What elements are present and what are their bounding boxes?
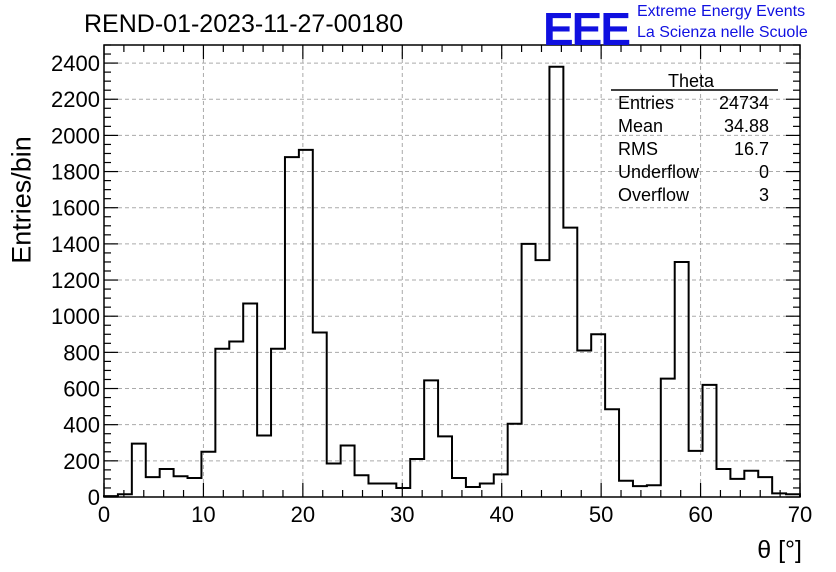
x-axis-label: θ [°] (757, 536, 802, 564)
x-tick-label: 10 (191, 502, 215, 527)
histogram-bin (549, 67, 563, 497)
histogram-bin (271, 349, 285, 497)
histogram-bin (744, 471, 758, 497)
histogram-bin (675, 262, 689, 497)
x-tick-label: 30 (390, 502, 414, 527)
histogram-step-line (103, 65, 801, 498)
stat-label-overflow: Overflow (618, 185, 690, 205)
y-tick-label: 400 (63, 413, 100, 438)
grid-lines (104, 45, 800, 497)
stat-value-rms: 16.7 (733, 139, 769, 159)
x-tick-label: 70 (788, 502, 812, 527)
histogram-bin (647, 485, 661, 497)
histogram-bin (438, 436, 452, 497)
histogram-bin (619, 481, 633, 497)
stat-label-underflow: Underflow (618, 162, 700, 182)
histogram-bin (508, 424, 522, 497)
histogram-bin (661, 379, 675, 497)
histogram-bin (466, 487, 480, 497)
y-tick-label: 800 (63, 340, 100, 365)
histogram-bin (786, 494, 800, 497)
histogram-bin (480, 483, 494, 497)
histogram-bin (382, 483, 396, 497)
histogram-bin (341, 445, 355, 497)
histogram-bin (758, 477, 772, 497)
stat-value-entries: 24734 (718, 93, 769, 113)
y-tick-label: 1000 (51, 304, 100, 329)
histogram-bin (201, 452, 215, 497)
histogram-bin (132, 444, 146, 497)
histogram-bin (299, 150, 313, 497)
tick-labels: 0 10 20 30 40 50 60 700200400600800100012001400… (51, 51, 812, 527)
histogram-bin (146, 477, 160, 497)
x-tick-label: 40 (489, 502, 513, 527)
histogram-bin (689, 451, 703, 497)
histogram-bin (424, 380, 438, 497)
brand-line-1: Extreme Energy Events (637, 3, 806, 20)
histogram-bin (327, 464, 341, 497)
stat-label-rms: RMS (618, 139, 658, 159)
histogram-bin (772, 493, 786, 497)
stat-label-mean: Mean (618, 116, 664, 136)
y-tick-label: 0 (88, 485, 100, 510)
histogram-bin (368, 483, 382, 497)
y-tick-label: 1800 (51, 160, 100, 185)
plot-title: REND-01-2023-11-27-00180 (84, 10, 404, 38)
stat-value-overflow: 3 (758, 185, 769, 205)
histogram-bin (188, 478, 202, 497)
histogram-bin (716, 469, 730, 497)
y-tick-label: 2200 (51, 87, 100, 112)
histogram-bin (633, 486, 647, 497)
stat-value-mean: 34.88 (723, 116, 769, 136)
histogram-bin (118, 494, 132, 497)
histogram-bin (396, 488, 410, 497)
y-tick-label: 1600 (51, 196, 100, 221)
histogram-bin (104, 496, 118, 497)
histogram-bin (563, 228, 577, 497)
y-axis-label: Entries/bin (6, 136, 37, 264)
histogram-bin (313, 332, 327, 497)
x-tick-label: 20 (291, 502, 315, 527)
y-tick-label: 600 (63, 377, 100, 402)
y-tick-label: 2000 (51, 123, 100, 148)
histogram-bin (730, 479, 744, 497)
histogram-bin (452, 478, 466, 497)
histogram-bin (229, 342, 243, 497)
histogram-bin (160, 469, 174, 497)
histogram-bin (355, 475, 369, 497)
y-tick-label: 1400 (51, 232, 100, 257)
histogram-bin (215, 349, 229, 497)
stat-value-underflow: 0 (758, 162, 769, 182)
eee-logo: EEE (543, 3, 631, 55)
stat-label-entries: Entries (618, 93, 675, 113)
plot-frame (103, 44, 801, 498)
histogram-bin (577, 351, 591, 497)
histogram-bin (605, 409, 619, 497)
histogram-bin (536, 260, 550, 497)
y-tick-label: 1200 (51, 268, 100, 293)
brand-line-2: La Scienza nelle Scuole (637, 24, 808, 41)
y-axis-label-container: Entries/bin (4, 110, 40, 290)
histogram-bin (522, 244, 536, 497)
histogram-bin (174, 476, 188, 497)
x-tick-label: 0 (98, 502, 110, 527)
histogram-bin (703, 385, 717, 497)
x-tick-label: 60 (688, 502, 712, 527)
histogram-bin (285, 157, 299, 497)
axis-ticks (103, 44, 801, 498)
stats-box-title: Theta (668, 71, 715, 91)
x-tick-label: 50 (589, 502, 613, 527)
histogram-bin (494, 474, 508, 497)
y-tick-label: 2400 (51, 51, 100, 76)
histogram-bin (410, 459, 424, 497)
histogram-bin (257, 436, 271, 497)
histogram-bin (591, 334, 605, 497)
y-tick-label: 200 (63, 449, 100, 474)
histogram-bin (243, 304, 257, 497)
